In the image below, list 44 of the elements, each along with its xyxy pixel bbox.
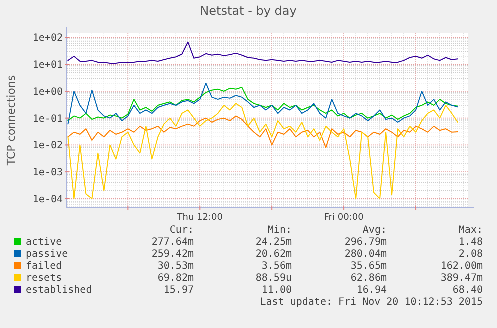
- text: 280.04m: [344, 249, 387, 260]
- text: 2.08: [458, 249, 483, 260]
- y-tick-label: 1e+02: [32, 33, 63, 44]
- text: 62.86m: [350, 273, 387, 284]
- text: Avg:: [362, 225, 387, 236]
- text: 162.00m: [440, 261, 483, 272]
- text: 15.97: [164, 285, 194, 296]
- text: 88.59u: [256, 273, 292, 284]
- text: 68.40: [452, 285, 483, 296]
- y-axis-title: TCP connections: [5, 75, 18, 167]
- text: 3.56m: [262, 261, 292, 272]
- x-tick-label: Fri 00:00: [324, 213, 364, 223]
- text: 277.64m: [152, 237, 194, 248]
- y-tick-label: 1e-04: [32, 194, 63, 206]
- line-series: [68, 116, 459, 148]
- text: Max:: [458, 225, 483, 236]
- text: 35.65m: [350, 261, 387, 272]
- legend-label: active: [26, 237, 62, 248]
- text: 259.42m: [152, 249, 194, 260]
- text: 24.25m: [256, 237, 292, 248]
- y-tick-label: 1e-02: [32, 140, 63, 152]
- line-series: [68, 103, 459, 200]
- text: 30.53m: [158, 261, 194, 272]
- x-tick-label: Thu 12:00: [176, 213, 224, 223]
- line-series: [68, 42, 459, 64]
- text: 296.79m: [344, 237, 387, 248]
- chart-title: Netstat - by day: [200, 4, 297, 18]
- y-tick-label: 1e+01: [32, 60, 63, 72]
- text: 20.62m: [256, 249, 292, 260]
- text: 11.00: [262, 285, 292, 296]
- text: Cur:: [170, 225, 194, 236]
- y-tick-label: 1e-01: [32, 114, 63, 125]
- legend-label: resets: [26, 273, 62, 284]
- legend-label: passive: [26, 249, 68, 260]
- legend-label: failed: [26, 261, 62, 272]
- y-tick-label: 1e-03: [32, 168, 63, 179]
- y-tick-label: 1e+00: [32, 86, 63, 98]
- text: 389.47m: [440, 273, 483, 284]
- text: Min:: [268, 225, 292, 236]
- text: 16.94: [356, 285, 387, 296]
- text: 1.48: [458, 237, 483, 248]
- text: Last update: Fri Nov 20 10:12:53 2015: [260, 297, 483, 308]
- text: 69.82m: [158, 273, 194, 284]
- legend-label: established: [26, 285, 92, 296]
